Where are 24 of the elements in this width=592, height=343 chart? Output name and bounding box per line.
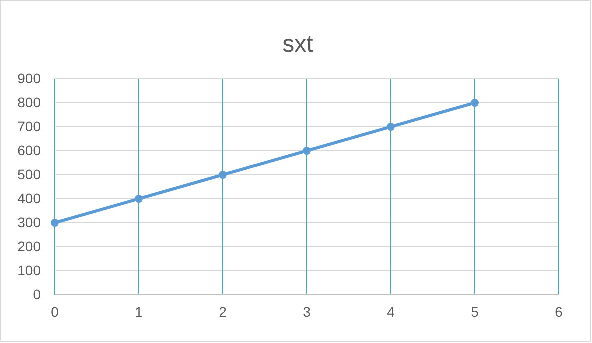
y-tick-label: 0 xyxy=(33,286,42,302)
y-tick-label: 200 xyxy=(18,238,42,254)
x-tick-label: 3 xyxy=(303,304,312,320)
y-tick-label: 300 xyxy=(18,214,42,230)
y-tick-label: 700 xyxy=(18,118,42,134)
y-tick-label: 100 xyxy=(18,262,42,278)
x-tick-label: 4 xyxy=(387,304,396,320)
y-tick-label: 400 xyxy=(18,190,42,206)
y-tick-label: 800 xyxy=(18,94,42,110)
chart-title: sxt xyxy=(282,31,314,58)
point xyxy=(219,171,227,179)
y-tick-label: 600 xyxy=(18,142,42,158)
point xyxy=(135,195,143,203)
point xyxy=(471,99,479,107)
x-tick-label: 1 xyxy=(135,304,144,320)
y-tick-label: 900 xyxy=(18,70,42,86)
y-tick-label: 500 xyxy=(18,166,42,182)
point xyxy=(303,147,311,155)
x-tick-label: 6 xyxy=(555,304,564,320)
x-tick-label: 2 xyxy=(219,304,228,320)
point xyxy=(51,219,59,227)
point xyxy=(387,123,395,131)
x-tick-label: 0 xyxy=(51,304,60,320)
x-tick-label: 5 xyxy=(471,304,480,320)
